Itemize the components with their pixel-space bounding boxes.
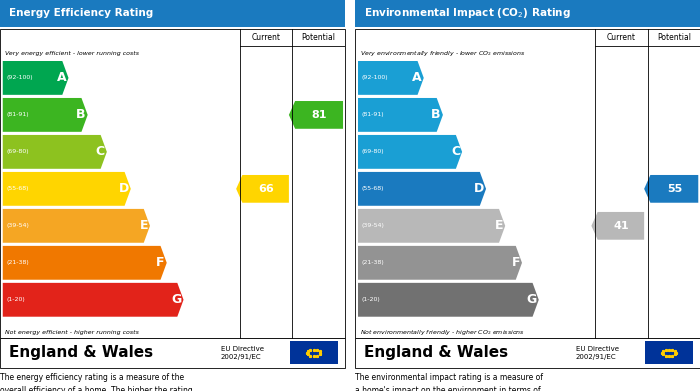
Text: 81: 81 bbox=[312, 110, 327, 120]
Text: The environmental impact rating is a measure of
a home's impact on the environme: The environmental impact rating is a mea… bbox=[355, 373, 544, 391]
Text: (92-100): (92-100) bbox=[361, 75, 388, 81]
Text: Not energy efficient - higher running costs: Not energy efficient - higher running co… bbox=[5, 330, 139, 335]
Bar bbox=[355, 29, 700, 338]
Polygon shape bbox=[236, 175, 289, 203]
Text: Environmental Impact (CO$_2$) Rating: Environmental Impact (CO$_2$) Rating bbox=[364, 6, 570, 20]
Polygon shape bbox=[3, 172, 131, 206]
Text: D: D bbox=[118, 182, 129, 196]
Polygon shape bbox=[3, 61, 69, 95]
Polygon shape bbox=[3, 209, 150, 243]
Text: A: A bbox=[412, 72, 421, 84]
Text: C: C bbox=[96, 145, 105, 158]
Text: Not environmentally friendly - higher CO$_2$ emissions: Not environmentally friendly - higher CO… bbox=[360, 328, 525, 337]
Text: 55: 55 bbox=[667, 184, 682, 194]
Text: 66: 66 bbox=[258, 184, 274, 194]
Text: Potential: Potential bbox=[657, 33, 691, 42]
Text: Current: Current bbox=[607, 33, 636, 42]
Text: (81-91): (81-91) bbox=[361, 112, 384, 117]
Text: The energy efficiency rating is a measure of the
overall efficiency of a home. T: The energy efficiency rating is a measur… bbox=[0, 373, 193, 391]
Text: B: B bbox=[431, 108, 441, 121]
Text: (55-68): (55-68) bbox=[6, 187, 29, 191]
Text: EU Directive
2002/91/EC: EU Directive 2002/91/EC bbox=[576, 346, 619, 360]
Polygon shape bbox=[358, 246, 522, 280]
Polygon shape bbox=[289, 101, 343, 129]
Polygon shape bbox=[592, 212, 644, 240]
Polygon shape bbox=[3, 98, 88, 132]
Text: (81-91): (81-91) bbox=[6, 112, 29, 117]
Bar bbox=[0, 29, 344, 338]
Text: England & Wales: England & Wales bbox=[8, 345, 153, 361]
Text: (69-80): (69-80) bbox=[6, 149, 29, 154]
Text: G: G bbox=[526, 293, 537, 306]
Bar bbox=[0, 0, 344, 27]
Text: (1-20): (1-20) bbox=[361, 297, 380, 302]
Text: G: G bbox=[172, 293, 181, 306]
Text: Energy Efficiency Rating: Energy Efficiency Rating bbox=[8, 8, 153, 18]
Text: Very energy efficient - lower running costs: Very energy efficient - lower running co… bbox=[5, 51, 139, 56]
Text: Potential: Potential bbox=[302, 33, 335, 42]
Text: F: F bbox=[156, 256, 164, 269]
Text: F: F bbox=[512, 256, 520, 269]
Polygon shape bbox=[3, 283, 183, 317]
Polygon shape bbox=[3, 135, 107, 169]
Text: (69-80): (69-80) bbox=[361, 149, 384, 154]
Text: (92-100): (92-100) bbox=[6, 75, 33, 81]
Polygon shape bbox=[644, 175, 699, 203]
Text: Current: Current bbox=[251, 33, 281, 42]
Polygon shape bbox=[3, 246, 167, 280]
Text: A: A bbox=[57, 72, 66, 84]
Bar bbox=[355, 338, 700, 368]
Polygon shape bbox=[358, 209, 505, 243]
Text: Very environmentally friendly - lower CO$_2$ emissions: Very environmentally friendly - lower CO… bbox=[360, 48, 526, 58]
Text: (1-20): (1-20) bbox=[6, 297, 25, 302]
Bar bbox=[645, 341, 693, 364]
Text: (55-68): (55-68) bbox=[361, 187, 384, 191]
Text: 41: 41 bbox=[613, 221, 629, 231]
Text: E: E bbox=[495, 219, 503, 232]
Polygon shape bbox=[358, 283, 539, 317]
Text: C: C bbox=[451, 145, 460, 158]
Text: England & Wales: England & Wales bbox=[364, 345, 508, 361]
Bar bbox=[355, 0, 700, 27]
Text: (39-54): (39-54) bbox=[6, 223, 29, 228]
Text: EU Directive
2002/91/EC: EU Directive 2002/91/EC bbox=[220, 346, 264, 360]
Text: (39-54): (39-54) bbox=[361, 223, 384, 228]
Text: (21-38): (21-38) bbox=[6, 260, 29, 265]
Text: D: D bbox=[474, 182, 484, 196]
Text: E: E bbox=[139, 219, 148, 232]
Text: B: B bbox=[76, 108, 85, 121]
Polygon shape bbox=[358, 135, 462, 169]
Bar bbox=[290, 341, 338, 364]
Polygon shape bbox=[358, 61, 424, 95]
Bar bbox=[0, 338, 344, 368]
Polygon shape bbox=[358, 172, 486, 206]
Polygon shape bbox=[358, 98, 443, 132]
Text: (21-38): (21-38) bbox=[361, 260, 384, 265]
